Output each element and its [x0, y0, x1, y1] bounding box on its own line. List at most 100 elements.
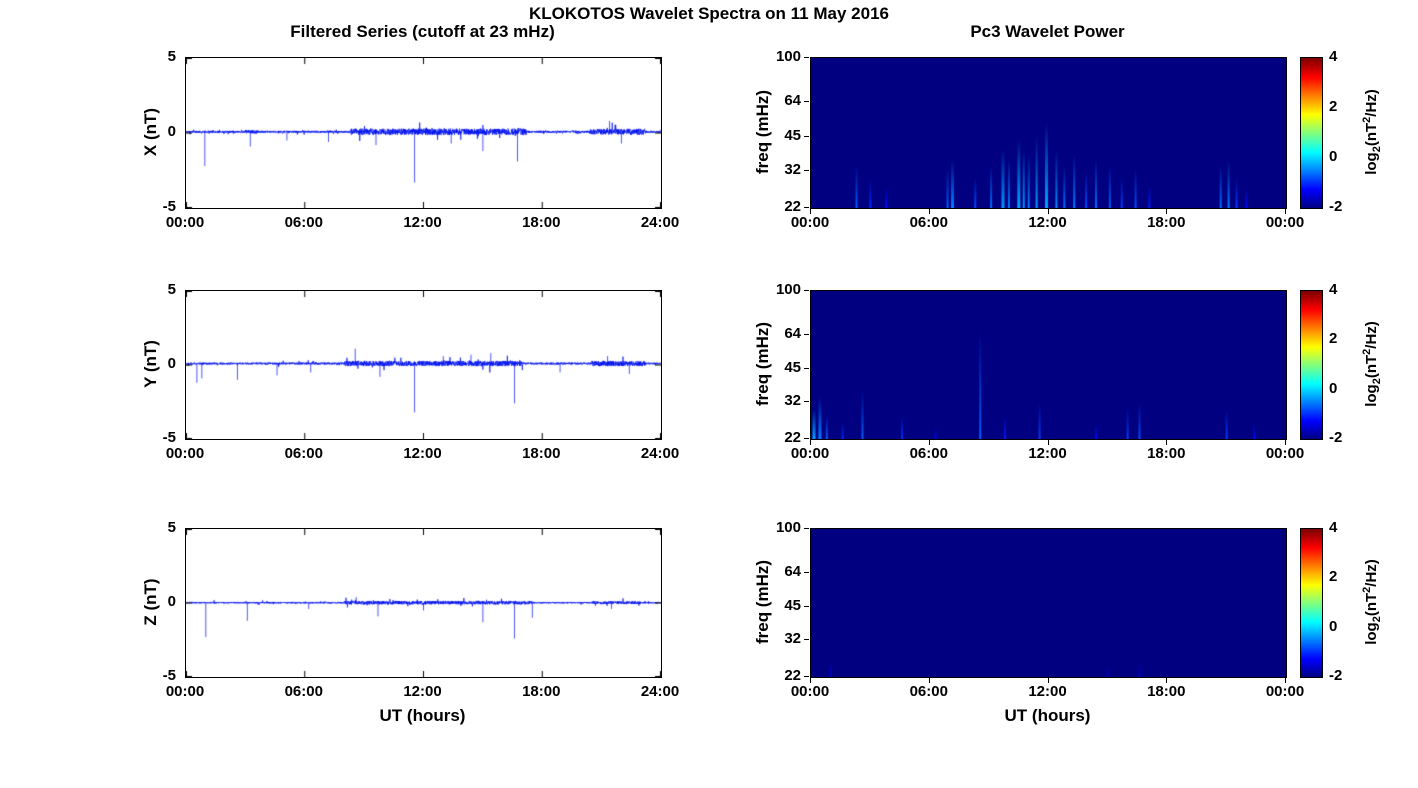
y-tick-label: 64	[784, 92, 801, 110]
y-tick-label: 5	[167, 48, 176, 65]
y-tick-label: 32	[784, 630, 801, 648]
tick-mark	[804, 605, 809, 607]
xlabel-left: UT (hours)	[379, 706, 466, 725]
tick-mark	[1285, 678, 1286, 683]
colorbar-tick-label: -2	[1329, 429, 1343, 446]
tick-mark	[804, 528, 809, 529]
figure-title: KLOKOTOS Wavelet Spectra on 11 May 2016	[529, 4, 889, 23]
colorbar-x	[1300, 57, 1323, 209]
tick-mark	[1285, 209, 1286, 214]
tick-mark	[804, 57, 809, 58]
xlabel-right: UT (hours)	[1004, 706, 1091, 725]
x-tick-label: 06:00	[909, 683, 948, 700]
y-tick-label: 22	[784, 198, 801, 215]
tick-mark	[1166, 678, 1168, 683]
y-tick-label: 5	[167, 519, 176, 536]
colorbar-label-x: log2(nT2/Hz)	[1361, 89, 1383, 175]
x-tick-label: 06:00	[909, 445, 948, 462]
tick-mark	[804, 676, 809, 677]
tick-mark	[810, 440, 811, 445]
y-tick-label: 45	[784, 358, 801, 376]
y-tick-label: 100	[775, 281, 801, 298]
x-tick-label: 12:00	[1028, 445, 1067, 462]
x-tick-label: 12:00	[1028, 214, 1067, 231]
x-tick-label: 18:00	[1147, 683, 1186, 700]
colorbar-tick-label: 0	[1329, 379, 1338, 397]
x-tick-label: 06:00	[284, 445, 323, 462]
y-tick-label: 32	[784, 392, 801, 410]
x-tick-label: 00:00	[1265, 683, 1305, 700]
colorbar-tick-label: -2	[1329, 667, 1343, 684]
y-tick-label: -5	[162, 429, 176, 446]
y-tick-label: 32	[784, 160, 801, 178]
x-tick-label: 12:00	[1028, 683, 1067, 700]
y-tick-label: 45	[784, 596, 801, 614]
x-tick-label: 06:00	[284, 214, 323, 231]
x-tick-label: 12:00	[403, 214, 442, 231]
x-tick-label: 18:00	[1147, 214, 1186, 231]
x-tick-label: 00:00	[165, 445, 205, 462]
colorbar-tick-label: 4	[1329, 281, 1338, 298]
x-tick-label: 24:00	[640, 683, 680, 700]
x-tick-label: 06:00	[284, 683, 323, 700]
tick-mark	[928, 678, 930, 683]
colorbar-z	[1300, 528, 1323, 678]
tick-mark	[1047, 440, 1049, 445]
colorbar-tick-label: -2	[1329, 198, 1343, 215]
colorbar-tick-label: 2	[1329, 98, 1338, 115]
y-tick-label: 100	[775, 519, 801, 536]
colorbar-tick-label: 2	[1329, 568, 1338, 586]
x-tick-label: 12:00	[403, 683, 442, 700]
x-tick-label: 12:00	[403, 445, 442, 462]
colorbar-tick-label: 0	[1329, 617, 1338, 635]
x-tick-label: 06:00	[909, 214, 948, 231]
tick-mark	[1047, 678, 1049, 683]
y-tick-label: 100	[775, 48, 801, 65]
colorbar-tick-label: 2	[1329, 330, 1338, 348]
x-tick-label: 00:00	[1265, 214, 1305, 231]
tick-mark	[804, 169, 809, 171]
wavelet-power-y-plot	[810, 290, 1287, 440]
tick-mark	[804, 639, 809, 641]
x-tick-label: 18:00	[522, 683, 561, 700]
tick-mark	[804, 101, 809, 103]
colorbar-y	[1300, 290, 1323, 440]
tick-mark	[804, 438, 809, 439]
tick-mark	[928, 209, 930, 214]
y-tick-label: -5	[162, 667, 176, 684]
tick-mark	[1285, 440, 1286, 445]
left-column-title: Filtered Series (cutoff at 23 mHz)	[290, 22, 555, 41]
tick-mark	[804, 290, 809, 291]
x-tick-label: 24:00	[640, 445, 680, 462]
y-tick-label: 64	[784, 562, 801, 580]
tick-mark	[804, 207, 809, 208]
wavelet-power-z-plot	[810, 528, 1287, 678]
colorbar-label-y: log2(nT2/Hz)	[1361, 321, 1383, 407]
x-tick-label: 00:00	[790, 683, 830, 700]
x-tick-label: 00:00	[165, 683, 205, 700]
x-tick-label: 24:00	[640, 214, 680, 231]
x-tick-label: 18:00	[522, 445, 561, 462]
tick-mark	[804, 401, 809, 403]
tick-mark	[1047, 209, 1049, 214]
x-tick-label: 18:00	[522, 214, 561, 231]
x-tick-label: 00:00	[165, 214, 205, 231]
y-tick-label: 64	[784, 324, 801, 342]
colorbar-tick-label: 4	[1329, 48, 1338, 65]
filtered-series-x-plot	[185, 57, 662, 209]
tick-mark	[810, 209, 811, 214]
tick-mark	[804, 136, 809, 138]
colorbar-tick-label: 0	[1329, 148, 1338, 165]
tick-mark	[804, 367, 809, 369]
colorbar-label-z: log2(nT2/Hz)	[1361, 559, 1383, 645]
wavelet-power-x-plot	[810, 57, 1287, 209]
y-tick-label: -5	[162, 198, 176, 215]
colorbar-tick-label: 4	[1329, 519, 1338, 536]
tick-mark	[928, 440, 930, 445]
x-tick-label: 18:00	[1147, 445, 1186, 462]
y-tick-label: 0	[167, 355, 176, 372]
y-tick-label: 0	[167, 593, 176, 610]
y-tick-label: 5	[167, 281, 176, 298]
tick-mark	[1166, 440, 1168, 445]
